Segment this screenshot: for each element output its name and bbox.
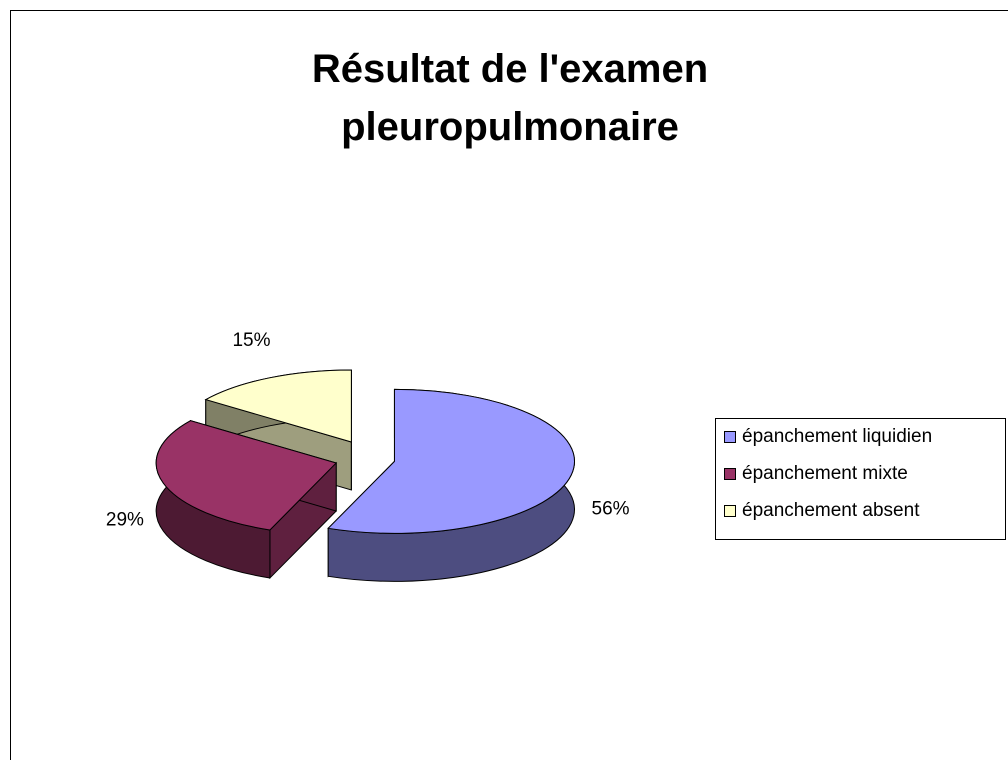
legend-swatch xyxy=(724,505,736,517)
legend-box xyxy=(715,418,1006,540)
data-label: 15% xyxy=(232,330,270,351)
legend-swatch xyxy=(724,431,736,443)
slice xyxy=(155,420,338,531)
legend-label: épanchement absent xyxy=(742,500,920,521)
data-label: 56% xyxy=(592,498,630,519)
slice xyxy=(327,388,575,534)
legend-swatch xyxy=(724,468,736,480)
data-label: 29% xyxy=(106,509,144,530)
slice xyxy=(204,369,352,443)
chart-frame xyxy=(10,10,1008,760)
legend-label: épanchement liquidien xyxy=(742,426,932,447)
legend-label: épanchement mixte xyxy=(742,463,908,484)
chart-title: Résultat de l'examen pleuropulmonaire xyxy=(311,47,709,149)
